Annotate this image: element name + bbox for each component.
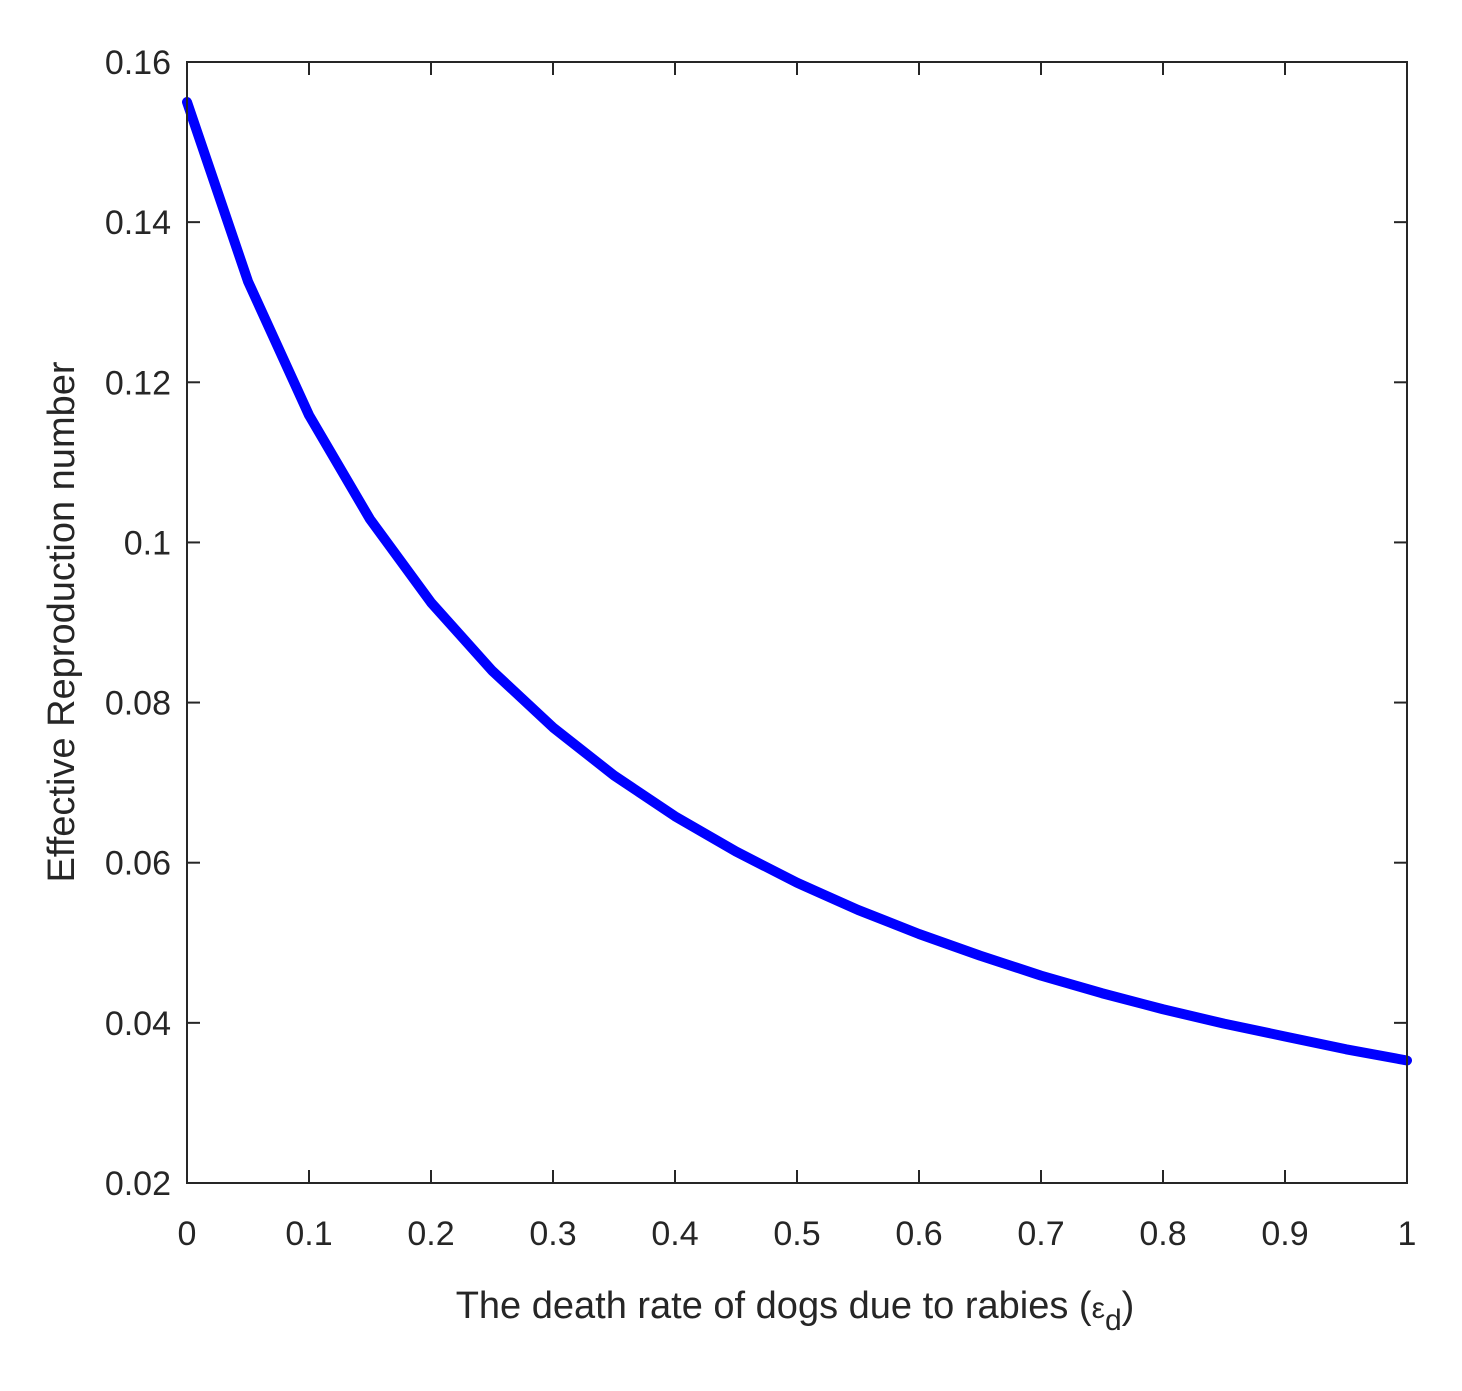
x-tick-label: 0.9 xyxy=(1261,1215,1308,1253)
x-tick-label: 0.5 xyxy=(773,1215,820,1253)
axes-box xyxy=(186,61,1408,1184)
y-tick-label: 0.02 xyxy=(105,1165,171,1203)
y-tick-labels: 0.02 0.04 0.06 0.08 0.1 0.12 0.14 0.16 xyxy=(105,44,171,1203)
x-tick-label: 0.4 xyxy=(651,1215,698,1253)
x-axis-title-text: The death rate of dogs due to rabies ( xyxy=(456,1285,1092,1327)
y-tick-label: 0.12 xyxy=(105,364,171,402)
y-tick-label: 0.06 xyxy=(105,845,171,883)
y-tick-label: 0.16 xyxy=(105,44,171,82)
x-tick-label: 0.6 xyxy=(895,1215,942,1253)
x-tick-label: 0 xyxy=(178,1215,197,1253)
x-tick-label: 1 xyxy=(1398,1215,1417,1253)
x-axis-title: The death rate of dogs due to rabies (εd… xyxy=(456,1285,1135,1337)
y-tick-label: 0.08 xyxy=(105,685,171,723)
y-tick-label: 0.14 xyxy=(105,204,171,242)
y-tick-label: 0.04 xyxy=(105,1005,171,1043)
x-tick-label: 0.3 xyxy=(529,1215,576,1253)
x-tick-label: 0.7 xyxy=(1017,1215,1064,1253)
y-axis-title: Effective Reproduction number xyxy=(41,361,83,882)
x-tick-label: 0.2 xyxy=(407,1215,454,1253)
series-line xyxy=(182,97,1412,1066)
x-axis-title-subscript: d xyxy=(1105,1304,1122,1337)
x-axis-title-close: ) xyxy=(1122,1285,1135,1327)
plot-area xyxy=(187,62,1407,1183)
x-tick-label: 0.1 xyxy=(285,1215,332,1253)
x-tick-label: 0.8 xyxy=(1139,1215,1186,1253)
x-tick-labels: 0 0.1 0.2 0.3 0.4 0.5 0.6 0.7 0.8 0.9 1 xyxy=(178,1215,1417,1253)
y-tick-label: 0.1 xyxy=(124,524,171,562)
x-axis-title-symbol: ε xyxy=(1092,1292,1105,1325)
